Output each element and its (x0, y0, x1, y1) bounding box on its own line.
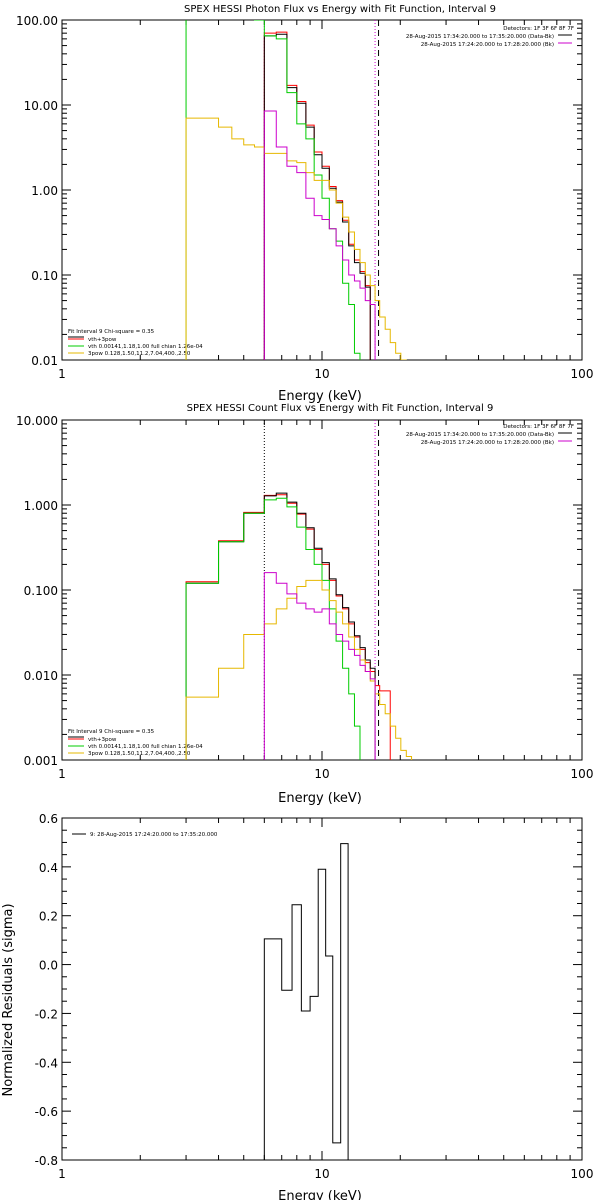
series-3-line (185, 117, 407, 360)
y-tick-label: -0.6 (35, 1105, 58, 1119)
x-axis-label: Energy (keV) (278, 1189, 362, 1200)
photon-flux-panel: SPEX HESSI Photon Flux vs Energy with Fi… (16, 4, 594, 404)
fit-line-4: 3pow 0.128,1.50,11.2,7.04,400.,2.50 (88, 751, 191, 757)
series-0-line (263, 843, 349, 1160)
y-tick-label: 0.2 (39, 910, 58, 924)
header-line-3: 28-Aug-2015 17:24:20.000 to 17:28:20.000… (421, 440, 554, 446)
header-line-3: 28-Aug-2015 17:24:20.000 to 17:28:20.000… (421, 42, 554, 48)
x-tick-label: 100 (571, 1167, 594, 1181)
residuals-panel: Energy (keV) Normalized Residuals (sigma… (1, 812, 593, 1200)
y-tick-label: 10.000 (16, 414, 58, 428)
series-2-line (185, 497, 361, 760)
fit-line-1: Fit Interval 9 Chi-square = 0.35 (68, 729, 155, 735)
x-axis-label: Energy (keV) (278, 389, 362, 404)
y-tick-label: 0.100 (24, 584, 58, 598)
plot-area (185, 20, 407, 360)
x-tick-label: 10 (314, 767, 329, 781)
fit-line-3: vth 0.00141,1.18,1.00 full chian 1.26e-0… (88, 344, 203, 350)
y-tick-label: -0.4 (35, 1056, 58, 1070)
y-axis-label: Normalized Residuals (sigma) (1, 903, 16, 1096)
y-tick-label: 0.4 (39, 861, 58, 875)
fit-line-3: vth 0.00141,1.18,1.00 full chian 1.26e-0… (88, 744, 203, 750)
series-1-line (185, 492, 376, 760)
y-tick-label: 0.01 (31, 354, 58, 368)
fit-line-1: Fit Interval 9 Chi-square = 0.35 (68, 329, 155, 335)
header-line-2: 28-Aug-2015 17:34:20.000 to 17:35:20.000… (406, 34, 554, 40)
header-line-1: Detectors: 1F 3F 6F 8F 7F (503, 424, 574, 430)
panel-title: SPEX HESSI Count Flux vs Energy with Fit… (187, 403, 494, 414)
legend-label: 9: 28-Aug-2015 17:24:20.000 to 17:35:20.… (90, 832, 218, 838)
y-tick-label: 0.6 (39, 812, 58, 826)
y-tick-label: 1.000 (24, 499, 58, 513)
panel-title: SPEX HESSI Photon Flux vs Energy with Fi… (184, 4, 496, 15)
fit-line-4: 3pow 0.128,1.50,11.2,7.04,400.,2.50 (88, 351, 191, 357)
x-tick-label: 100 (571, 767, 594, 781)
x-tick-label: 1 (58, 1167, 66, 1181)
x-tick-label: 10 (314, 367, 329, 381)
x-tick-label: 1 (58, 767, 66, 781)
x-tick-label: 100 (571, 367, 594, 381)
y-tick-label: 10.00 (24, 99, 58, 113)
y-tick-label: 1.00 (31, 184, 58, 198)
fit-line-2: vth+3pow (88, 737, 117, 743)
y-tick-label: 0.010 (24, 669, 58, 683)
x-axis-label: Energy (keV) (278, 791, 362, 806)
count-flux-panel: SPEX HESSI Count Flux vs Energy with Fit… (16, 403, 593, 806)
y-tick-label: -0.8 (35, 1154, 58, 1168)
header-line-1: Detectors: 1F 3F 6F 8F 7F (503, 26, 574, 32)
series-4-line (263, 110, 376, 360)
y-tick-label: 0.10 (31, 269, 58, 283)
x-tick-label: 10 (314, 1167, 329, 1181)
header-line-2: 28-Aug-2015 17:34:20.000 to 17:35:20.000… (406, 432, 554, 438)
y-tick-label: -0.2 (35, 1007, 58, 1021)
plot-area (263, 843, 349, 1160)
series-4-line (263, 572, 376, 760)
fit-line-2: vth+3pow (88, 337, 117, 343)
y-tick-label: 0.001 (24, 754, 58, 768)
x-tick-label: 1 (58, 367, 66, 381)
y-tick-label: 100.00 (16, 14, 58, 28)
series-3-line (185, 579, 413, 760)
plot-area (185, 420, 413, 760)
series-2-line (185, 20, 361, 360)
y-tick-label: 0.0 (39, 959, 58, 973)
